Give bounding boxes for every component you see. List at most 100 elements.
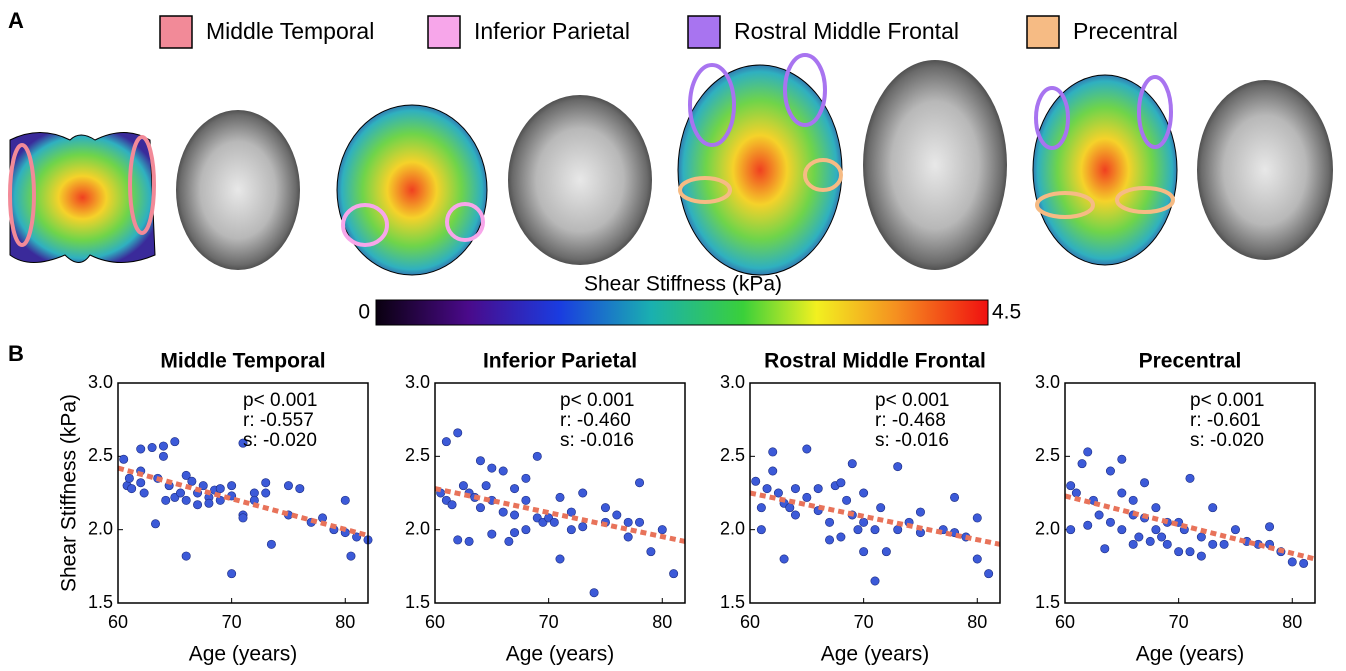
data-point bbox=[1231, 525, 1239, 533]
data-point bbox=[171, 437, 179, 445]
data-point bbox=[465, 537, 473, 545]
data-point bbox=[635, 479, 643, 487]
data-point bbox=[1129, 496, 1137, 504]
stat-annotation: r: -0.468 bbox=[875, 410, 946, 431]
y-tick-label: 3.0 bbox=[1035, 372, 1060, 392]
data-point bbox=[825, 536, 833, 544]
y-tick-label: 1.5 bbox=[405, 592, 430, 612]
data-point bbox=[522, 474, 530, 482]
data-point bbox=[837, 533, 845, 541]
legend-swatch bbox=[160, 16, 192, 48]
data-point bbox=[984, 569, 992, 577]
stat-annotation: p< 0.001 bbox=[243, 390, 318, 411]
data-point bbox=[296, 484, 304, 492]
x-tick-label: 60 bbox=[425, 612, 445, 632]
data-point bbox=[1152, 503, 1160, 511]
data-point bbox=[859, 547, 867, 555]
x-tick-label: 60 bbox=[1055, 612, 1075, 632]
data-point bbox=[658, 525, 666, 533]
chart-title: Rostral Middle Frontal bbox=[764, 350, 986, 373]
stat-annotation: p< 0.001 bbox=[875, 390, 950, 411]
data-point bbox=[1174, 547, 1182, 555]
data-point bbox=[613, 511, 621, 519]
data-point bbox=[859, 489, 867, 497]
data-point bbox=[624, 533, 632, 541]
legend-label: Middle Temporal bbox=[206, 18, 374, 44]
figure: A B Shear Stiffness (kPa) Middle Tempora… bbox=[0, 0, 1346, 671]
brain-anatomy bbox=[176, 110, 300, 270]
y-tick-label: 2.0 bbox=[1035, 518, 1060, 538]
legend-swatch bbox=[428, 16, 460, 48]
data-point bbox=[1288, 558, 1296, 566]
y-tick-label: 2.0 bbox=[405, 518, 430, 538]
x-tick-label: 70 bbox=[222, 612, 242, 632]
x-axis-label: Age (years) bbox=[1136, 643, 1245, 666]
data-point bbox=[1209, 540, 1217, 548]
data-point bbox=[499, 508, 507, 516]
data-point bbox=[1197, 533, 1205, 541]
y-tick-label: 2.5 bbox=[1035, 445, 1060, 465]
panel-label: A bbox=[8, 8, 24, 33]
stat-annotation: s: -0.016 bbox=[560, 430, 634, 451]
chart-title: Middle Temporal bbox=[160, 350, 325, 373]
x-tick-label: 80 bbox=[652, 612, 672, 632]
x-axis-label: Age (years) bbox=[506, 643, 615, 666]
chart-title: Precentral bbox=[1139, 350, 1242, 373]
data-point bbox=[510, 484, 518, 492]
data-point bbox=[239, 514, 247, 522]
y-tick-label: 2.0 bbox=[720, 518, 745, 538]
data-point bbox=[1078, 459, 1086, 467]
data-point bbox=[1265, 523, 1273, 531]
data-point bbox=[814, 484, 822, 492]
colorbar-label: Shear Stiffness (kPa) bbox=[584, 273, 782, 296]
data-point bbox=[550, 518, 558, 526]
data-point bbox=[505, 537, 513, 545]
stat-annotation: s: -0.020 bbox=[1190, 430, 1264, 451]
data-point bbox=[751, 477, 759, 485]
data-point bbox=[227, 481, 235, 489]
data-point bbox=[476, 503, 484, 511]
stat-annotation: r: -0.601 bbox=[1190, 410, 1261, 431]
data-point bbox=[973, 514, 981, 522]
data-point bbox=[499, 467, 507, 475]
data-point bbox=[579, 489, 587, 497]
data-point bbox=[182, 496, 190, 504]
x-tick-label: 70 bbox=[854, 612, 874, 632]
data-point bbox=[1106, 467, 1114, 475]
brain-anatomy bbox=[508, 95, 652, 265]
data-point bbox=[1157, 533, 1165, 541]
data-point bbox=[1135, 533, 1143, 541]
data-point bbox=[148, 443, 156, 451]
x-axis-label: Age (years) bbox=[189, 643, 298, 666]
y-tick-label: 3.0 bbox=[720, 372, 745, 392]
y-axis-label: Shear Stiffness (kPa) bbox=[58, 394, 81, 592]
data-point bbox=[476, 457, 484, 465]
stat-annotation: r: -0.460 bbox=[560, 410, 631, 431]
data-point bbox=[347, 552, 355, 560]
data-point bbox=[556, 555, 564, 563]
data-point bbox=[267, 540, 275, 548]
x-tick-label: 70 bbox=[539, 612, 559, 632]
stat-annotation: s: -0.020 bbox=[243, 430, 317, 451]
x-tick-label: 60 bbox=[108, 612, 128, 632]
data-point bbox=[137, 479, 145, 487]
data-point bbox=[803, 493, 811, 501]
data-point bbox=[973, 555, 981, 563]
data-point bbox=[837, 479, 845, 487]
data-point bbox=[769, 448, 777, 456]
colorbar-tick-label: 4.5 bbox=[992, 301, 1021, 324]
data-point bbox=[176, 489, 184, 497]
data-point bbox=[459, 481, 467, 489]
data-point bbox=[769, 467, 777, 475]
data-point bbox=[791, 511, 799, 519]
stat-annotation: s: -0.016 bbox=[875, 430, 949, 451]
data-point bbox=[193, 501, 201, 509]
data-point bbox=[1101, 545, 1109, 553]
colorbar bbox=[376, 300, 988, 325]
data-point bbox=[137, 445, 145, 453]
data-point bbox=[482, 481, 490, 489]
data-point bbox=[188, 477, 196, 485]
data-point bbox=[1163, 540, 1171, 548]
data-point bbox=[859, 518, 867, 526]
data-point bbox=[262, 479, 270, 487]
